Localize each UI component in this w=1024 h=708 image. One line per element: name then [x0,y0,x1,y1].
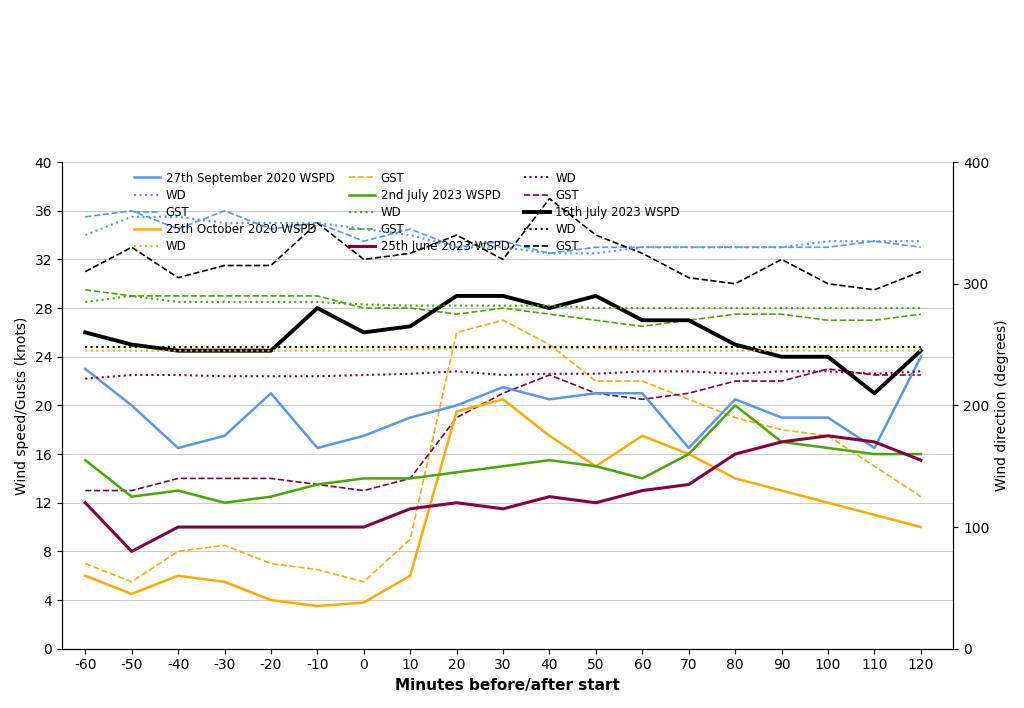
Y-axis label: Wind speed/Gusts (knots): Wind speed/Gusts (knots) [15,316,29,495]
X-axis label: Minutes before/after start: Minutes before/after start [395,678,621,693]
Y-axis label: Wind direction (degrees): Wind direction (degrees) [995,319,1009,491]
Legend: 27th September 2020 WSPD, WD, GST, 25th October 2020 WSPD, WD, GST, 2nd July 202: 27th September 2020 WSPD, WD, GST, 25th … [130,168,684,256]
